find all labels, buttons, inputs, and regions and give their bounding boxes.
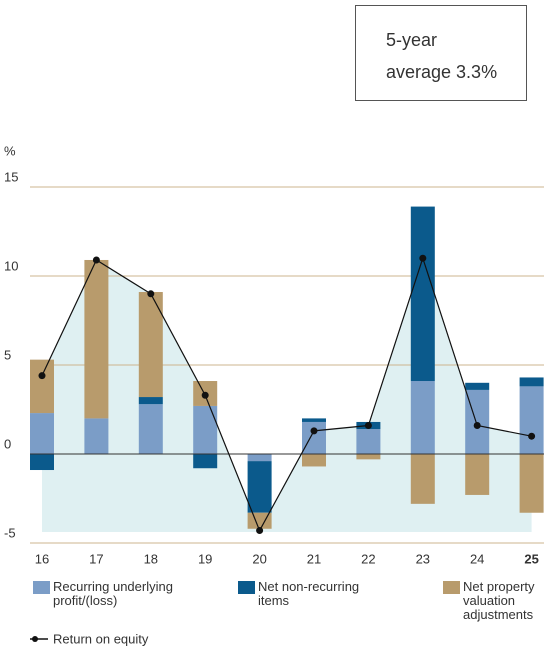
x-tick-label: 16: [35, 551, 49, 566]
x-tick-label: 24: [470, 551, 484, 566]
legend-dot: [32, 636, 38, 642]
roe-point: [310, 427, 318, 435]
y-unit-label: %: [4, 143, 16, 158]
bar-segment: [410, 206, 435, 382]
legend-label: Net property valuation adjustments: [463, 579, 535, 622]
legend-swatch: [443, 581, 460, 594]
bar-segment: [84, 418, 109, 454]
y-tick-label: 5: [4, 347, 11, 362]
roe-point: [92, 256, 100, 264]
roe-point: [364, 422, 372, 430]
y-tick-label: 10: [4, 258, 18, 273]
x-tick-label: 19: [198, 551, 212, 566]
bar-segment: [356, 454, 381, 460]
legend-label: Recurring underlying profit/(loss): [53, 579, 173, 608]
roe-line: [41, 256, 532, 532]
bar-segment: [519, 377, 544, 387]
bar-segment: [519, 386, 544, 454]
y-tick-label: 0: [4, 436, 11, 451]
x-tick-label: 22: [361, 551, 375, 566]
legend-label: Net non-recurring items: [258, 579, 360, 608]
bar-segment: [356, 429, 381, 454]
bar-segment: [519, 454, 544, 513]
x-tick-label: 17: [89, 551, 103, 566]
legend-swatch: [238, 581, 255, 594]
x-tick-label: 21: [307, 551, 321, 566]
bar-segment: [138, 292, 163, 398]
y-tick-label: -5: [4, 525, 16, 540]
bar-segment: [138, 404, 163, 454]
bar-segment: [302, 454, 326, 467]
roe-point: [473, 422, 481, 430]
roe-point: [528, 432, 536, 440]
bar-segment: [302, 418, 326, 422]
bar-segment: [465, 382, 490, 390]
bar-segment: [247, 454, 272, 462]
roe-point: [256, 527, 264, 535]
annotation-line: 5-year: [386, 30, 438, 50]
annotation-line: average 3.3%: [386, 62, 498, 82]
bar-segment: [30, 359, 54, 414]
y-tick-label: 15: [4, 169, 18, 184]
x-tick-label: 18: [144, 551, 158, 566]
x-tick-label: 23: [416, 551, 430, 566]
bar-segment: [84, 259, 109, 419]
bar-segment: [410, 454, 435, 504]
bar-segment: [193, 454, 218, 469]
roe-area: [42, 258, 532, 532]
bar-segment: [193, 405, 218, 454]
legend-label: Return on equity: [53, 631, 149, 646]
roe-point: [201, 391, 209, 399]
bar-segment: [30, 454, 54, 471]
x-tick-label: 25: [524, 551, 538, 566]
bar-segment: [247, 461, 272, 513]
bar-segment: [302, 421, 326, 454]
roe-point: [419, 254, 427, 262]
x-tick-label: 20: [252, 551, 266, 566]
bar-segment: [410, 381, 435, 454]
bar-segment: [30, 413, 54, 454]
roe-point: [38, 372, 46, 380]
bar-segment: [138, 397, 163, 405]
roe-point: [147, 290, 155, 298]
bar-segment: [465, 454, 490, 495]
legend-swatch: [33, 581, 50, 594]
annotation-box: 5-year average 3.3%: [355, 5, 527, 101]
